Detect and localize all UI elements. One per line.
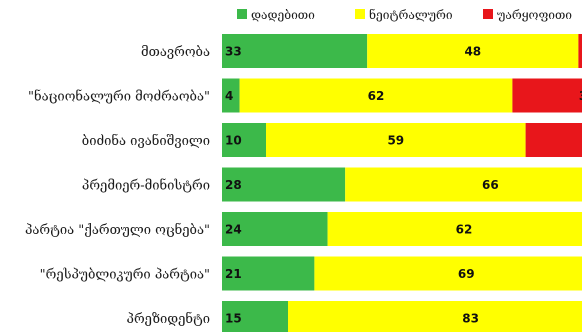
bars: 33481946234105931286662462142169101583 xyxy=(222,34,582,332)
bar-data-label: 66 xyxy=(482,178,499,192)
bar-segment xyxy=(222,212,328,246)
category-label: პრეზიდენტი xyxy=(127,311,210,327)
bar-segment xyxy=(222,167,346,202)
bar-segment xyxy=(222,78,240,113)
bar-data-label: 24 xyxy=(225,223,242,237)
category-labels: მთავრობა "ნაციონალური მოძრაობა" ბიძინა ივა… xyxy=(25,45,210,327)
bar-segment xyxy=(314,256,582,291)
bar-data-label: 28 xyxy=(225,178,242,192)
category-label: მთავრობა xyxy=(141,45,210,60)
category-label: პარტია "ქართული ოცნება" xyxy=(25,222,210,238)
bar-data-label: 34 xyxy=(579,89,582,103)
legend-swatch-2 xyxy=(355,9,365,19)
bar-data-label: 10 xyxy=(225,134,242,148)
bar-segment xyxy=(222,301,288,332)
bar-data-label: 62 xyxy=(456,223,473,237)
bar-segment xyxy=(327,212,582,246)
bar-data-label: 83 xyxy=(462,312,479,326)
bar-data-label: 62 xyxy=(368,89,385,103)
legend-swatch-1 xyxy=(237,9,247,19)
legend-label-3: უარყოფითი xyxy=(497,8,572,22)
category-label: "ნაციონალური მოძრაობა" xyxy=(28,89,210,105)
legend-swatch-3 xyxy=(483,9,493,19)
bar-data-label: 48 xyxy=(464,45,481,59)
bar-data-label: 4 xyxy=(225,89,233,103)
category-label: "რესპუბლიკური პარტია" xyxy=(40,268,210,283)
bar-data-label: 21 xyxy=(225,267,242,281)
bar-data-label: 15 xyxy=(225,312,242,326)
bar-segment xyxy=(288,301,582,332)
legend: დადებითი ნეიტრალური უარყოფითი xyxy=(237,7,572,22)
bar-segment xyxy=(222,256,315,291)
category-label: ბიძინა ივანიშვილი xyxy=(82,133,210,149)
bar-segment xyxy=(512,78,582,113)
bar-data-label: 59 xyxy=(387,134,404,148)
bar-data-label: 33 xyxy=(225,45,242,59)
bar-data-label: 69 xyxy=(458,267,475,281)
bar-segment xyxy=(266,123,526,157)
bar-segment xyxy=(525,123,582,157)
legend-label-1: დადებითი xyxy=(251,8,315,22)
bar-segment xyxy=(345,167,582,202)
bar-segment xyxy=(578,34,582,68)
bar-segment xyxy=(222,34,368,68)
bar-segment xyxy=(367,34,579,68)
category-label: პრემიერ-მინისტრი xyxy=(82,178,210,194)
legend-label-2: ნეიტრალური xyxy=(369,7,453,22)
bar-segment xyxy=(222,123,266,157)
bar-segment xyxy=(239,78,513,113)
